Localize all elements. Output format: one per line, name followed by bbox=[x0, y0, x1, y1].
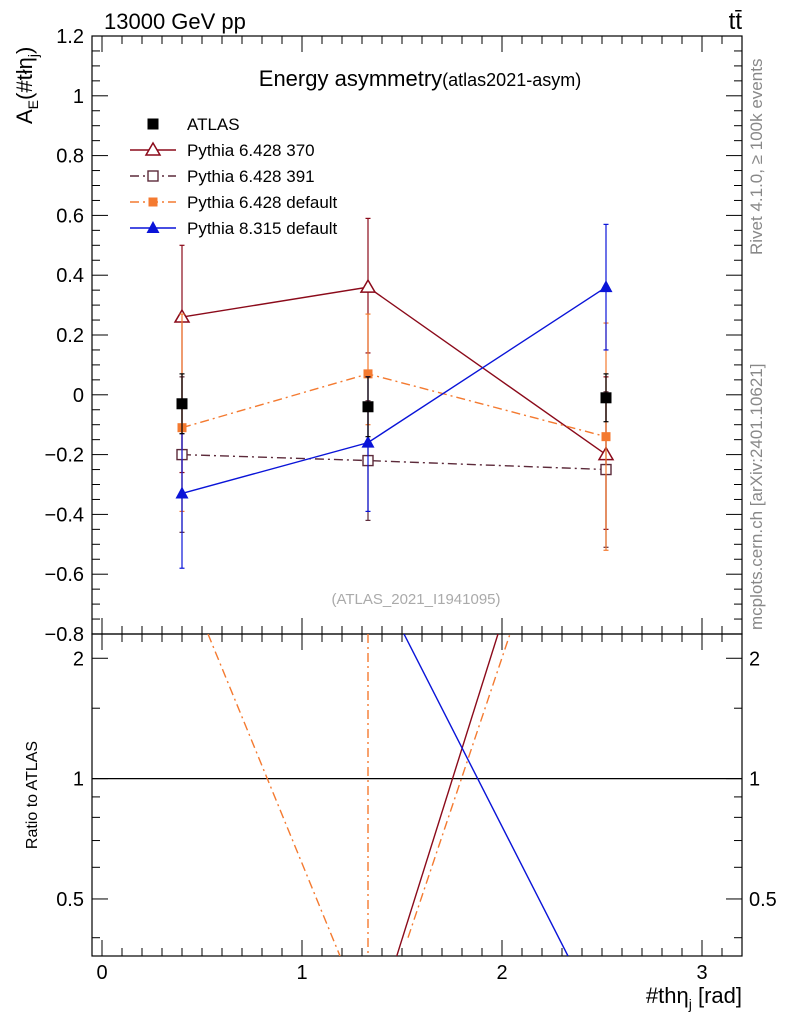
series-line bbox=[181, 453, 607, 471]
marker-filled-square bbox=[147, 118, 159, 130]
x-tick-label: 2 bbox=[496, 962, 507, 984]
legend-label: ATLAS bbox=[187, 115, 240, 134]
series-pythia-8-315-default bbox=[175, 223, 613, 569]
x-tick-label: 3 bbox=[696, 962, 707, 984]
ratio-y-tick-label-right: 0.5 bbox=[749, 889, 777, 911]
series-pythia-6-428-370 bbox=[173, 217, 615, 530]
y-tick-label: 0 bbox=[73, 385, 84, 407]
legend-entry: Pythia 6.428 391 bbox=[130, 167, 315, 186]
main-y-axis-label: AE(#tłηj) bbox=[12, 47, 41, 124]
marker-filled-square bbox=[176, 398, 188, 410]
legend-entry: Pythia 6.428 370 bbox=[130, 141, 315, 160]
y-tick-label: 0.8 bbox=[56, 146, 84, 168]
y-tick-label: −0.2 bbox=[45, 445, 84, 467]
y-tick-label: −0.6 bbox=[45, 564, 84, 586]
series-line bbox=[181, 286, 607, 495]
ratio-line-pythia-6-428-370 bbox=[396, 634, 499, 956]
ratio-line-pythia-6-428-default bbox=[207, 634, 341, 956]
ratio-axis-ticks bbox=[92, 634, 743, 956]
y-label-a: A bbox=[12, 109, 37, 124]
ratio-series-group bbox=[207, 634, 569, 956]
x-tick-label: 1 bbox=[296, 962, 307, 984]
legend-entry: Pythia 8.315 default bbox=[130, 219, 338, 238]
marker-open-triangle bbox=[359, 278, 377, 293]
legend-label: Pythia 6.428 391 bbox=[187, 167, 315, 186]
marker-filled-square bbox=[362, 401, 374, 413]
ratio-y-tick-label-left: 1 bbox=[73, 769, 84, 791]
main-axis-ticks bbox=[92, 35, 743, 635]
y-label-arg: (#tłη bbox=[12, 57, 37, 100]
x-label-sub: j bbox=[688, 996, 692, 1012]
ratio-line-pythia-8-315-default bbox=[403, 634, 569, 956]
y-tick-label: −0.4 bbox=[45, 504, 84, 526]
legend-entry: Pythia 6.428 default bbox=[130, 193, 338, 212]
ratio-y-tick-label-right: 1 bbox=[749, 769, 760, 791]
y-label-e-sub: E bbox=[25, 100, 41, 109]
y-tick-label: −0.8 bbox=[45, 624, 84, 646]
chart-title: Energy asymmetry(atlas2021-asym) bbox=[259, 66, 581, 91]
chart-title-main: Energy asymmetry bbox=[259, 66, 442, 91]
series-atlas bbox=[176, 373, 612, 438]
series-pythia-6-428-default bbox=[177, 313, 611, 551]
y-label-j-sub: j bbox=[25, 54, 41, 58]
ratio-panel: 0.5 0.5 1 1 2 2 0 1 2 3 Ratio to ATLAS #thηj [rad… bbox=[24, 633, 777, 1012]
ratio-y-tick-label-left: 2 bbox=[73, 648, 84, 670]
ratio-plot-frame bbox=[91, 633, 743, 957]
main-panel: −0.8 −0.6 −0.4 −0.2 0 0.2 0.4 0.6 0.8 1 1.2 Energy… bbox=[12, 26, 743, 646]
marker-filled-square bbox=[148, 197, 158, 207]
marker-filled-square bbox=[600, 392, 612, 404]
x-label-unit: [rad] bbox=[692, 983, 742, 1008]
y-tick-label: 1.2 bbox=[56, 26, 84, 48]
series-pythia-6-428-391 bbox=[176, 376, 612, 548]
marker-open-triangle bbox=[144, 141, 162, 156]
marker-filled-triangle bbox=[599, 280, 613, 293]
legend-entry: ATLAS bbox=[147, 115, 240, 134]
ratio-y-axis-label: Ratio to ATLAS bbox=[24, 741, 41, 849]
chart-watermark: (ATLAS_2021_I1941095) bbox=[331, 591, 500, 608]
y-tick-label: 0.4 bbox=[56, 265, 84, 287]
legend: ATLAS Pythia 6.428 370 Pythia 6.428 391 Pyt… bbox=[130, 115, 338, 238]
x-label-main: #thη bbox=[646, 983, 689, 1008]
marker-filled-square bbox=[363, 369, 373, 379]
source-label: mcplots.cern.ch [arXiv:2401.10621] bbox=[747, 364, 766, 630]
marker-filled-triangle bbox=[146, 221, 160, 233]
ratio-axis-labels: 0.5 0.5 1 1 2 2 0 1 2 3 bbox=[56, 648, 777, 984]
marker-filled-square bbox=[601, 432, 611, 442]
legend-label: Pythia 6.428 370 bbox=[187, 141, 315, 160]
marker-filled-triangle bbox=[175, 486, 189, 499]
ratio-y-tick-label-right: 2 bbox=[749, 648, 760, 670]
y-tick-label: 0.2 bbox=[56, 325, 84, 347]
series-line bbox=[181, 286, 607, 456]
rivet-version-label: Rivet 4.1.0, ≥ 100k events bbox=[747, 59, 766, 255]
main-axis-labels: −0.8 −0.6 −0.4 −0.2 0 0.2 0.4 0.6 0.8 1 1.2 bbox=[45, 26, 84, 646]
legend-label: Pythia 8.315 default bbox=[187, 219, 338, 238]
marker-open-square bbox=[147, 170, 159, 182]
header-process-label: tt̄ bbox=[729, 8, 743, 35]
ratio-series-lines bbox=[207, 634, 569, 956]
y-tick-label: 0.6 bbox=[56, 205, 84, 227]
series-line bbox=[181, 373, 607, 438]
ratio-line-pythia-6-428-default-right- bbox=[407, 634, 511, 938]
marker-filled-triangle bbox=[361, 435, 375, 448]
x-axis-label: #thηj [rad] bbox=[646, 983, 742, 1012]
legend-label: Pythia 6.428 default bbox=[187, 193, 338, 212]
main-series-group bbox=[173, 217, 615, 569]
y-label-close: ) bbox=[12, 47, 37, 54]
ratio-y-tick-label-left: 0.5 bbox=[56, 889, 84, 911]
chart-title-subtitle: (atlas2021-asym) bbox=[442, 70, 581, 90]
header-collision-label: 13000 GeV pp bbox=[104, 9, 246, 34]
y-tick-label: 1 bbox=[73, 86, 84, 108]
x-tick-label: 0 bbox=[96, 962, 107, 984]
